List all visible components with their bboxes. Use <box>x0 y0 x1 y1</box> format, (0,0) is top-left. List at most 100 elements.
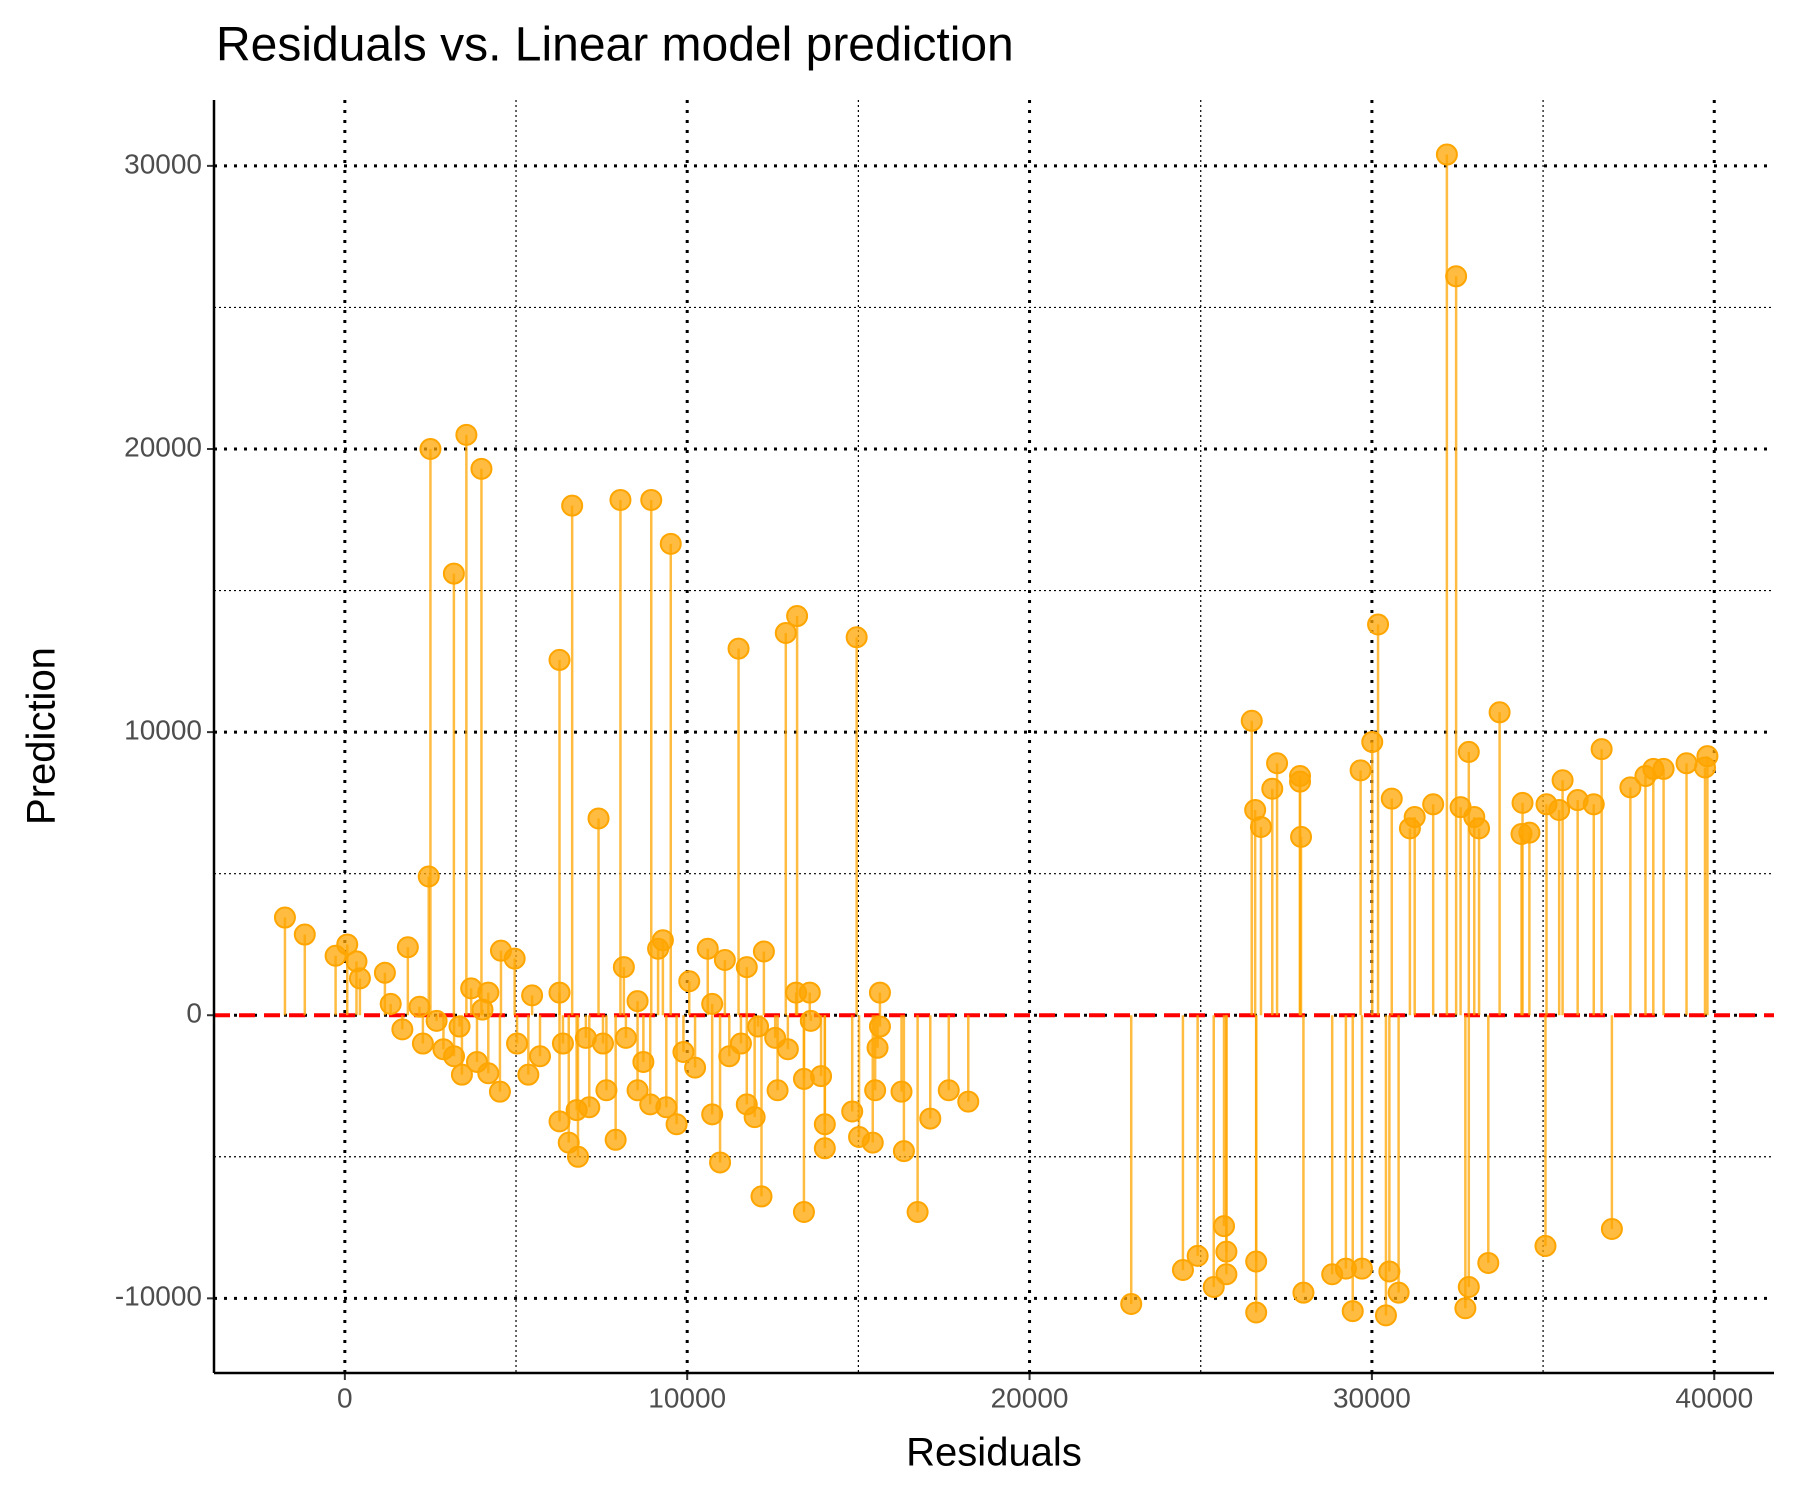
point <box>747 1015 770 1038</box>
point <box>845 626 868 649</box>
point <box>626 990 649 1013</box>
point <box>1292 1281 1315 1304</box>
point <box>408 995 431 1018</box>
x-tick-label: 0 <box>337 1382 353 1413</box>
point <box>517 1063 540 1086</box>
point <box>448 1015 471 1038</box>
point <box>506 1032 529 1055</box>
point <box>1675 752 1698 775</box>
point <box>450 1063 473 1086</box>
point <box>1387 1281 1410 1304</box>
point <box>709 1151 732 1174</box>
point <box>565 1099 588 1122</box>
point <box>861 1131 884 1154</box>
point <box>348 967 371 990</box>
point <box>566 1145 589 1168</box>
point <box>425 1009 448 1032</box>
point <box>1518 821 1541 844</box>
point <box>678 970 701 993</box>
point <box>273 906 296 929</box>
x-tick-label: 30000 <box>1333 1382 1411 1413</box>
point <box>841 1100 864 1123</box>
point <box>647 937 670 960</box>
point <box>1551 769 1574 792</box>
point <box>1582 793 1605 816</box>
point <box>626 1079 649 1102</box>
point <box>1341 1300 1364 1323</box>
point <box>548 648 571 671</box>
x-tick-label: 10000 <box>648 1382 726 1413</box>
point <box>417 865 440 888</box>
point <box>1600 1217 1623 1240</box>
point <box>1213 1215 1236 1238</box>
point <box>442 562 465 585</box>
point <box>1468 817 1491 840</box>
point <box>1215 1263 1238 1286</box>
point <box>701 1103 724 1126</box>
point <box>1261 777 1284 800</box>
point <box>1245 1250 1268 1273</box>
point <box>729 1032 752 1055</box>
point <box>696 937 719 960</box>
y-tick-label: 0 <box>186 998 202 1029</box>
point <box>1249 815 1272 838</box>
point <box>1367 613 1390 636</box>
point <box>1696 745 1719 768</box>
point <box>786 605 809 628</box>
point <box>798 981 821 1004</box>
point <box>639 1093 662 1116</box>
point <box>792 1067 815 1090</box>
point <box>293 923 316 946</box>
point <box>1380 787 1403 810</box>
y-tick-label: 30000 <box>124 148 202 179</box>
point <box>1477 1251 1500 1274</box>
point <box>612 956 635 979</box>
point <box>548 1110 571 1133</box>
point <box>1652 757 1675 780</box>
point <box>735 956 758 979</box>
point <box>1289 770 1312 793</box>
point <box>1435 143 1458 166</box>
point <box>813 1113 836 1136</box>
point <box>864 1079 887 1102</box>
point <box>471 998 494 1021</box>
x-tick-label: 20000 <box>991 1382 1069 1413</box>
point <box>1349 759 1372 782</box>
point <box>1548 798 1571 821</box>
point <box>752 940 775 963</box>
y-tick-label: 10000 <box>124 715 202 746</box>
point <box>443 1045 466 1068</box>
point <box>470 457 493 480</box>
point <box>561 494 584 517</box>
point <box>701 992 724 1015</box>
x-axis-title: Residuals <box>906 1431 1082 1475</box>
point <box>465 1050 488 1073</box>
point <box>892 1140 915 1163</box>
point <box>419 437 442 460</box>
point <box>1511 791 1534 814</box>
point <box>684 1056 707 1079</box>
point <box>455 423 478 446</box>
point <box>1120 1293 1143 1316</box>
y-axis-title: Prediction <box>20 647 64 825</box>
point <box>488 1080 511 1103</box>
point <box>906 1200 929 1223</box>
point <box>1403 806 1426 829</box>
point <box>1290 825 1313 848</box>
point <box>379 992 402 1015</box>
point <box>1240 709 1263 732</box>
point <box>799 1009 822 1032</box>
point <box>713 949 736 972</box>
point <box>604 1128 627 1151</box>
point <box>1534 1234 1557 1257</box>
point <box>750 1185 773 1208</box>
point <box>411 1032 434 1055</box>
x-tick-label: 40000 <box>1675 1382 1753 1413</box>
point <box>373 961 396 984</box>
point <box>792 1200 815 1223</box>
point <box>919 1107 942 1130</box>
point <box>632 1050 655 1073</box>
point <box>587 807 610 830</box>
point <box>735 1093 758 1116</box>
